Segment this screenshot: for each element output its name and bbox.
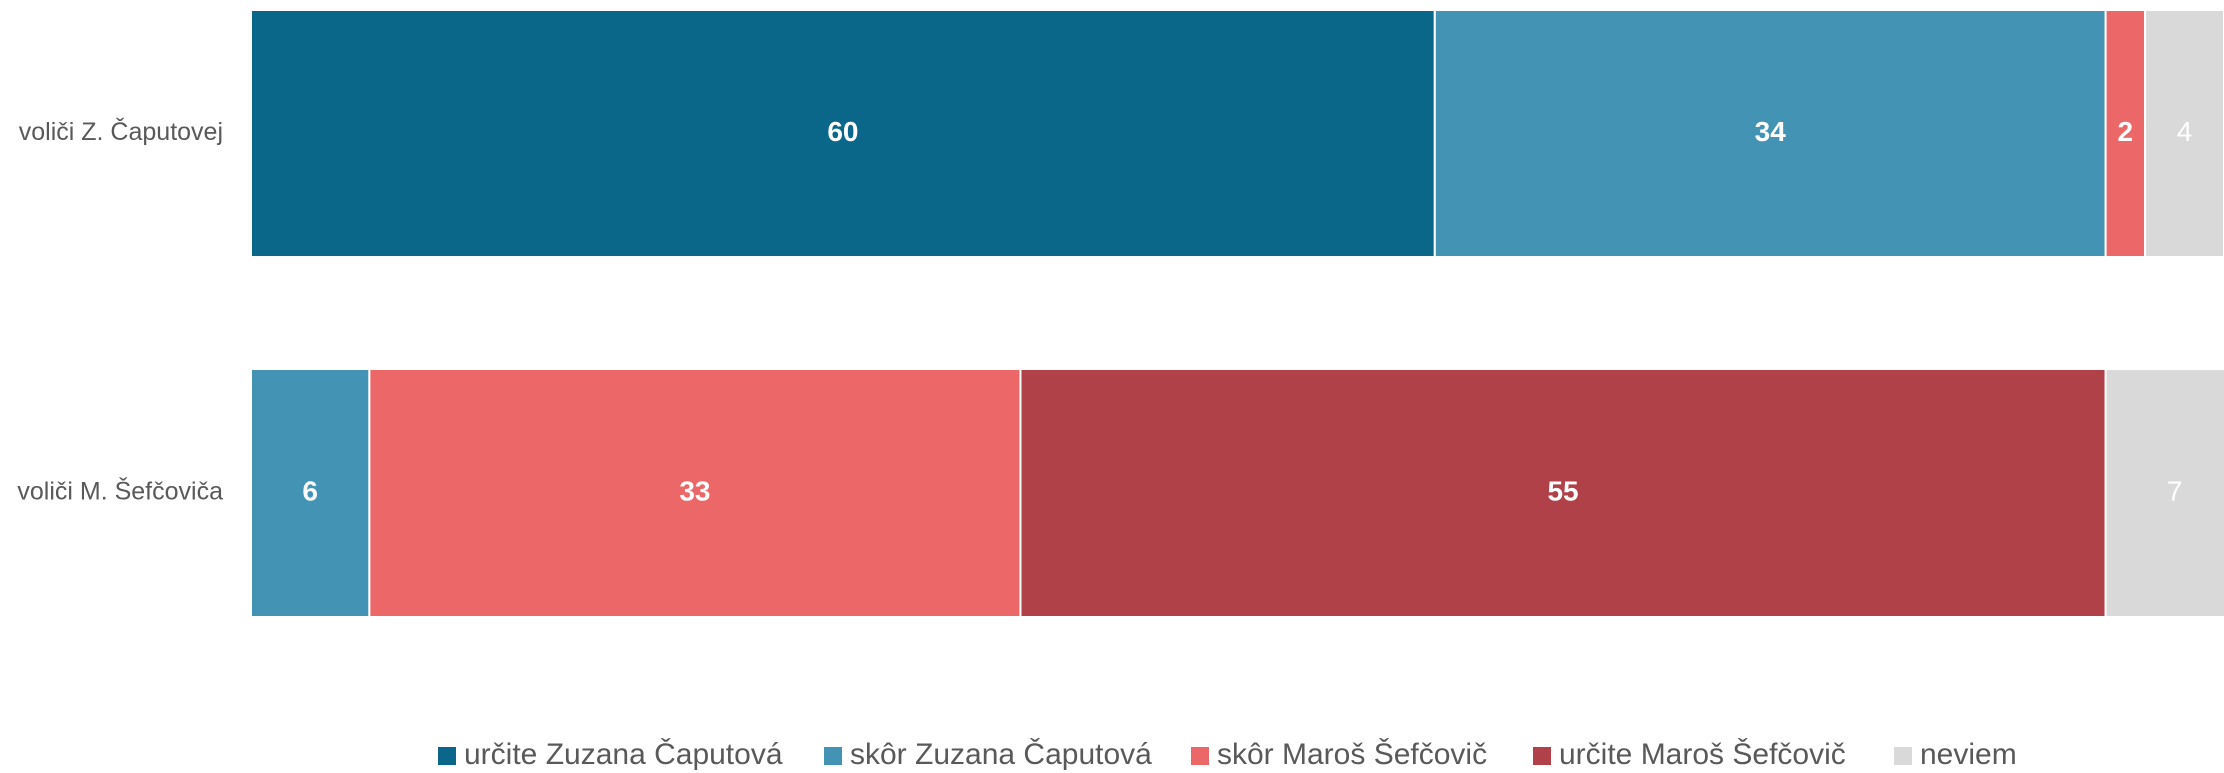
value-label: 2 bbox=[2118, 116, 2134, 147]
value-label: 7 bbox=[2167, 475, 2183, 506]
bar-segment bbox=[1019, 368, 2107, 618]
value-label: 55 bbox=[1547, 475, 1578, 506]
bar-segment bbox=[2104, 9, 2147, 258]
category-label: voliči Z. Čaputovej bbox=[19, 117, 223, 146]
legend-swatch bbox=[1533, 747, 1551, 765]
legend-label: určite Maroš Šefčovič bbox=[1559, 737, 1846, 771]
bar-segment bbox=[250, 9, 1436, 258]
legend-swatch bbox=[438, 747, 456, 765]
legend-label: skôr Maroš Šefčovič bbox=[1217, 737, 1487, 771]
legend-label: skôr Zuzana Čaputová bbox=[850, 737, 1152, 771]
bar-segment bbox=[368, 368, 1022, 618]
bar-segment bbox=[2104, 368, 2224, 618]
bar-segment bbox=[2144, 9, 2224, 258]
value-label: 6 bbox=[302, 475, 318, 506]
value-label: 34 bbox=[1755, 116, 1787, 147]
value-label: 60 bbox=[827, 116, 858, 147]
category-label: voliči M. Šefčoviča bbox=[17, 477, 223, 506]
value-label: 4 bbox=[2177, 116, 2193, 147]
bar-segment bbox=[1433, 9, 2107, 258]
legend-swatch bbox=[1894, 747, 1912, 765]
legend-swatch bbox=[824, 747, 842, 765]
bar-segment bbox=[250, 368, 371, 618]
legend-label: neviem bbox=[1920, 738, 2017, 771]
legend-swatch bbox=[1191, 747, 1209, 765]
legend-label: určite Zuzana Čaputová bbox=[464, 737, 783, 771]
value-label: 33 bbox=[679, 475, 710, 506]
